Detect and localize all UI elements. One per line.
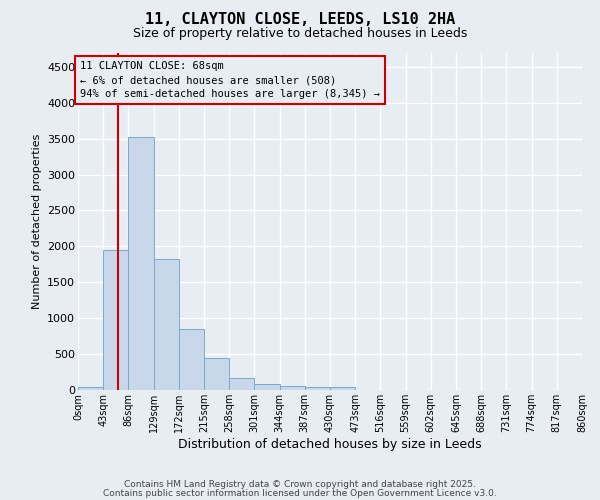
- Y-axis label: Number of detached properties: Number of detached properties: [32, 134, 41, 309]
- Bar: [254, 384, 280, 390]
- Text: Size of property relative to detached houses in Leeds: Size of property relative to detached ho…: [133, 28, 467, 40]
- Text: Contains public sector information licensed under the Open Government Licence v3: Contains public sector information licen…: [103, 489, 497, 498]
- Bar: [204, 358, 229, 390]
- Bar: [229, 378, 254, 390]
- Text: Contains HM Land Registry data © Crown copyright and database right 2025.: Contains HM Land Registry data © Crown c…: [124, 480, 476, 489]
- Bar: [330, 387, 355, 390]
- Bar: [78, 387, 103, 390]
- Bar: [154, 260, 179, 390]
- Text: 11 CLAYTON CLOSE: 68sqm
← 6% of detached houses are smaller (508)
94% of semi-de: 11 CLAYTON CLOSE: 68sqm ← 6% of detached…: [80, 61, 380, 99]
- Bar: [305, 387, 330, 390]
- Bar: [128, 137, 154, 390]
- Text: 11, CLAYTON CLOSE, LEEDS, LS10 2HA: 11, CLAYTON CLOSE, LEEDS, LS10 2HA: [145, 12, 455, 28]
- Bar: [179, 329, 204, 390]
- Bar: [280, 386, 305, 390]
- X-axis label: Distribution of detached houses by size in Leeds: Distribution of detached houses by size …: [178, 438, 482, 450]
- Bar: [103, 250, 128, 390]
